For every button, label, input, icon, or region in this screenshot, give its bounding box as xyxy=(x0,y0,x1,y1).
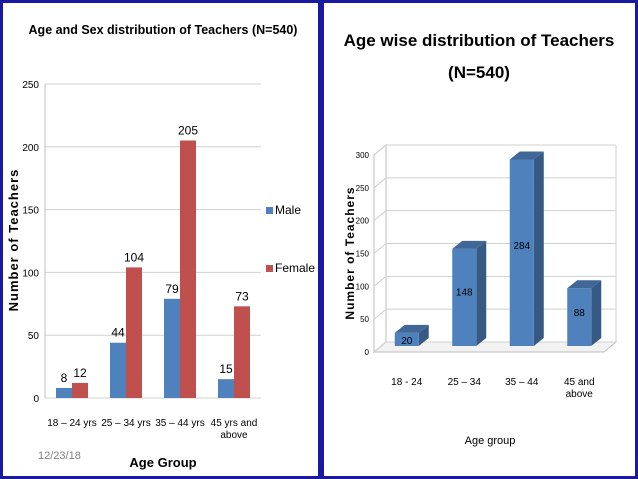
chart1-bar-female xyxy=(126,267,142,398)
chart1-bars xyxy=(56,140,250,398)
chart1-title: Age and Sex distribution of Teachers (N=… xyxy=(29,23,298,37)
chart2-bar xyxy=(394,332,419,346)
panel-divider xyxy=(318,0,324,479)
slide-date: 12/23/18 xyxy=(38,450,81,462)
chart1-data-label: 73 xyxy=(235,289,249,303)
chart2-walls xyxy=(372,143,618,354)
chart1-data-label: 8 xyxy=(61,371,68,385)
chart1-bar-male xyxy=(56,387,72,398)
chart1-data-label: 12 xyxy=(73,366,87,380)
chart2-bar-top xyxy=(452,240,487,249)
chart2-title: Age wise distribution of Teachers xyxy=(344,31,615,50)
chart1-gridlines xyxy=(44,83,261,399)
chart1-legend-label: Male xyxy=(275,203,301,217)
chart2-y-ticks: 0 50 100 150 200 250 300 xyxy=(356,151,370,357)
chart1-legend-swatch xyxy=(266,207,273,214)
chart2-data-label: 88 xyxy=(574,308,586,319)
chart2-x-tick-label: 45 and xyxy=(564,377,595,388)
chart1-y-ticks: 0 50 100 150 200 250 xyxy=(22,80,39,405)
chart2-x-tick-label: above xyxy=(566,389,594,400)
slide-border-right xyxy=(635,0,638,479)
chart1-x-tick-label: 25 – 34 yrs xyxy=(101,418,150,429)
chart1-x-axis-label: Age Group xyxy=(129,455,196,470)
chart1-data-label: 15 xyxy=(219,362,233,376)
chart2-bar xyxy=(509,159,534,346)
chart2-gridline xyxy=(373,177,616,189)
chart2-data-labels: 20 148 284 88 xyxy=(401,241,585,347)
chart1-data-label: 104 xyxy=(124,250,144,264)
chart2-subtitle: (N=540) xyxy=(448,63,510,82)
chart2-bar-side xyxy=(476,240,487,346)
chart1-y-axis-label: Number of Teachers xyxy=(6,169,21,312)
chart2-gridline xyxy=(373,243,616,254)
chart1-data-label: 79 xyxy=(165,282,179,296)
chart2-bar-side xyxy=(533,151,544,346)
chart1-bar-male xyxy=(164,298,180,398)
chart1-y-tick-label: 250 xyxy=(22,80,39,91)
chart2-x-tick-label: 25 – 34 xyxy=(448,377,482,388)
chart2-bar xyxy=(452,248,477,346)
chart2-y-tick-label: 50 xyxy=(360,315,369,324)
chart1-bar-female xyxy=(180,140,196,398)
chart1-data-label: 44 xyxy=(111,326,125,340)
chart2-bar-top xyxy=(567,280,602,289)
chart1-legend-swatch xyxy=(266,265,273,272)
chart1-y-tick-label: 200 xyxy=(22,143,39,154)
chart1-x-ticks: 18 – 24 yrs 25 – 34 yrs 35 – 44 yrs 45 yrs … xyxy=(47,418,257,441)
age-sex-chart: Age and Sex distribution of Teachers (N=… xyxy=(6,23,315,470)
chart2-data-label: 148 xyxy=(456,287,473,298)
chart2-y-axis-label: Number of Teachers xyxy=(343,186,357,319)
chart2-data-label: 284 xyxy=(513,241,530,252)
chart1-x-tick-label: 45 yrs and xyxy=(211,418,258,429)
chart1-legend: Male Female xyxy=(266,203,315,275)
chart1-x-tick-label: 35 – 44 yrs xyxy=(155,418,204,429)
chart2-y-tick-label: 0 xyxy=(365,348,370,357)
chart1-x-tick-label: above xyxy=(220,430,248,441)
chart2-x-axis-label: Age group xyxy=(465,435,516,447)
chart2-y-tick-label: 100 xyxy=(356,282,370,291)
slide-border-left xyxy=(0,0,3,479)
chart1-x-tick-label: 18 – 24 yrs xyxy=(47,418,96,429)
chart1-y-tick-label: 150 xyxy=(22,206,39,217)
chart2-bar xyxy=(567,288,592,346)
chart2-bar-top xyxy=(509,151,544,160)
chart2-y-tick-label: 150 xyxy=(356,250,370,259)
chart2-bar-side xyxy=(591,280,602,346)
chart2-x-tick-label: 18 - 24 xyxy=(391,377,423,388)
chart2-bar-side xyxy=(418,324,429,346)
chart1-y-tick-label: 0 xyxy=(33,394,39,405)
chart2-gridline xyxy=(373,144,616,156)
age-wise-chart: Age wise distribution of Teachers (N=540… xyxy=(343,31,618,447)
chart2-x-tick-label: 35 – 44 xyxy=(505,377,539,388)
chart1-legend-label: Female xyxy=(275,261,315,275)
chart1-data-label: 205 xyxy=(178,124,198,138)
chart2-y-tick-label: 200 xyxy=(356,217,370,226)
chart2-bars xyxy=(394,151,602,346)
chart1-y-tick-label: 50 xyxy=(28,331,40,342)
chart2-gridline xyxy=(373,341,616,353)
chart2-y-tick-label: 250 xyxy=(356,184,370,193)
chart1-bar-male xyxy=(110,342,126,398)
chart1-data-labels: 8 12 44 104 79 205 15 73 xyxy=(61,124,249,385)
chart2-y-tick-label: 300 xyxy=(356,151,370,160)
chart2-bar-top xyxy=(394,324,429,333)
chart1-bar-female xyxy=(234,306,250,398)
chart1-y-tick-label: 100 xyxy=(22,268,39,279)
chart2-gridline xyxy=(373,210,616,222)
chart2-data-label: 20 xyxy=(401,336,413,347)
chart1-bar-male xyxy=(218,379,234,398)
chart1-bar-female xyxy=(72,382,88,398)
